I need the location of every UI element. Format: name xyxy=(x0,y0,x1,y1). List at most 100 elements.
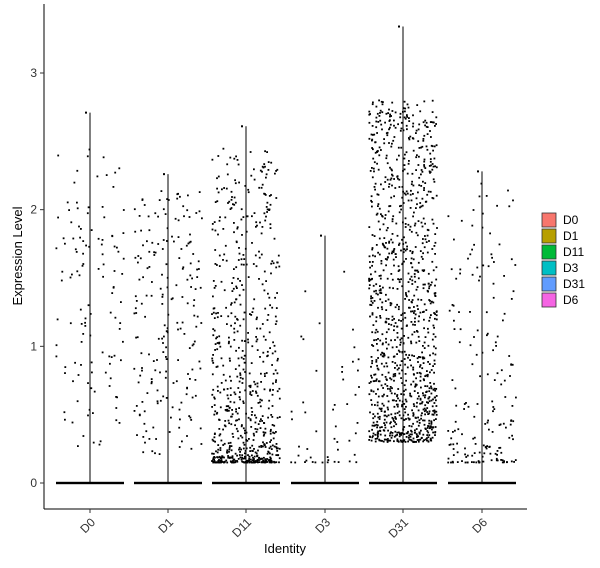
data-point xyxy=(432,197,435,200)
data-point xyxy=(376,431,379,434)
data-point xyxy=(55,247,58,250)
data-point xyxy=(274,172,276,175)
data-point xyxy=(233,339,236,341)
data-point xyxy=(410,262,412,264)
data-point xyxy=(388,205,391,208)
data-point xyxy=(391,432,394,434)
data-point xyxy=(393,399,395,402)
data-point xyxy=(369,411,371,414)
data-point xyxy=(375,213,378,216)
data-point xyxy=(408,354,411,356)
data-point xyxy=(269,223,272,226)
data-point xyxy=(263,270,266,273)
data-point xyxy=(215,337,217,340)
data-point xyxy=(418,184,421,187)
data-point xyxy=(230,198,233,201)
data-point xyxy=(261,415,264,417)
data-point xyxy=(376,330,379,333)
data-point xyxy=(278,397,281,400)
data-point xyxy=(388,108,390,111)
data-point xyxy=(423,303,426,306)
data-point xyxy=(400,127,403,130)
data-point xyxy=(270,414,273,416)
data-point xyxy=(251,390,254,392)
data-point xyxy=(393,425,395,428)
data-point xyxy=(411,279,414,282)
data-point xyxy=(222,228,225,230)
data-point xyxy=(276,292,278,294)
data-point xyxy=(374,433,377,436)
data-point xyxy=(407,413,409,416)
data-point xyxy=(87,382,89,384)
data-point xyxy=(249,151,252,153)
data-point xyxy=(401,382,404,384)
data-point xyxy=(298,445,300,448)
data-point xyxy=(186,302,189,305)
data-point xyxy=(387,414,390,417)
data-point xyxy=(383,414,386,417)
data-point xyxy=(236,430,239,433)
data-point xyxy=(380,362,383,365)
data-point xyxy=(272,262,275,265)
data-point xyxy=(378,154,381,157)
data-point xyxy=(394,416,397,418)
data-point xyxy=(415,207,417,209)
data-point xyxy=(396,234,399,237)
max-point-D11 xyxy=(241,125,243,128)
data-point xyxy=(212,461,215,464)
data-point xyxy=(383,393,385,396)
data-point xyxy=(484,423,487,425)
data-point xyxy=(212,311,215,314)
data-point xyxy=(174,217,177,220)
data-point xyxy=(263,443,266,446)
data-point xyxy=(418,340,421,342)
data-point xyxy=(321,461,324,464)
data-point xyxy=(384,181,387,183)
data-point xyxy=(226,173,229,176)
data-point xyxy=(275,307,278,309)
data-point xyxy=(273,424,276,427)
data-point xyxy=(255,225,257,228)
data-point xyxy=(385,242,387,244)
data-point xyxy=(239,451,241,453)
data-point xyxy=(432,410,435,412)
data-point xyxy=(227,397,230,400)
data-point xyxy=(372,421,375,424)
data-point xyxy=(382,286,384,289)
data-point xyxy=(265,173,268,176)
data-point xyxy=(386,347,388,350)
data-point xyxy=(84,321,86,324)
data-point xyxy=(192,253,195,255)
data-point xyxy=(404,388,407,391)
data-point xyxy=(458,311,460,313)
data-point xyxy=(400,393,403,395)
data-point xyxy=(148,353,150,356)
data-point xyxy=(219,406,222,409)
data-point xyxy=(233,401,236,404)
points-D1 xyxy=(133,173,203,455)
data-point xyxy=(113,354,116,357)
data-point xyxy=(252,450,254,452)
data-point xyxy=(76,270,79,273)
data-point xyxy=(162,351,165,353)
data-point xyxy=(435,166,438,169)
data-point xyxy=(261,283,264,286)
data-point xyxy=(434,165,436,168)
data-point xyxy=(229,394,232,396)
data-point xyxy=(434,431,436,434)
data-point xyxy=(109,362,111,365)
data-point xyxy=(142,244,144,247)
data-point xyxy=(398,281,401,283)
data-point xyxy=(422,283,425,286)
data-point xyxy=(254,383,257,386)
data-point xyxy=(145,294,148,297)
data-point xyxy=(373,424,375,427)
data-point xyxy=(372,417,375,420)
data-point xyxy=(492,410,494,413)
data-point xyxy=(64,418,66,421)
data-point xyxy=(263,388,266,391)
data-point xyxy=(386,162,389,165)
data-point xyxy=(426,437,428,440)
data-point xyxy=(423,189,425,191)
data-point xyxy=(213,433,216,435)
